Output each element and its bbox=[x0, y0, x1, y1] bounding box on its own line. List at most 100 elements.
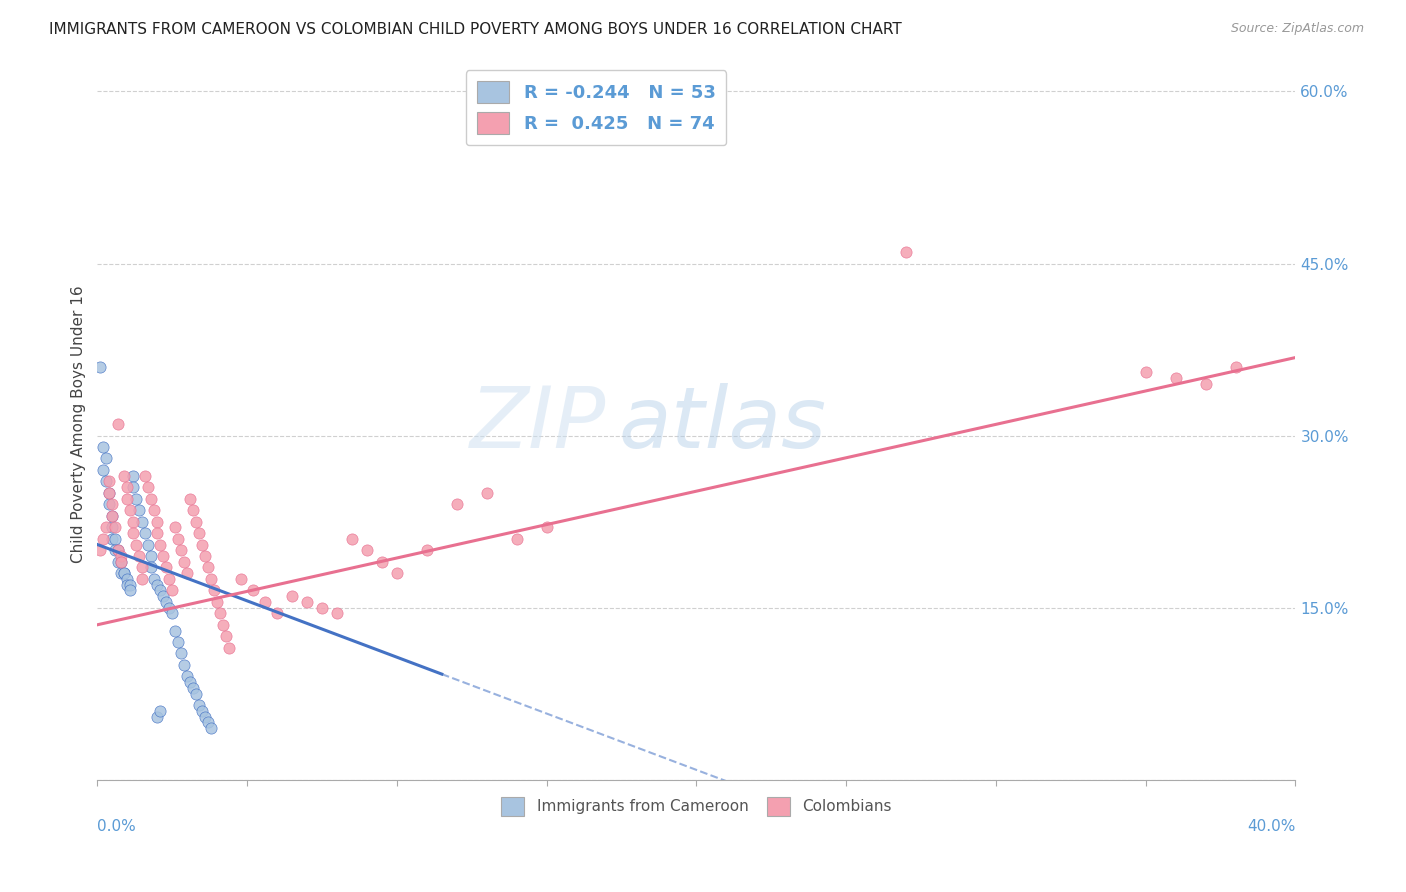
Point bbox=[266, 607, 288, 621]
Point bbox=[229, 572, 252, 586]
Point bbox=[96, 451, 118, 466]
Point bbox=[125, 537, 148, 551]
Point bbox=[446, 497, 468, 511]
Point bbox=[104, 543, 127, 558]
Text: ZIP: ZIP bbox=[470, 383, 606, 466]
Point bbox=[96, 475, 118, 489]
Point bbox=[1135, 366, 1157, 380]
Point bbox=[155, 595, 177, 609]
Point bbox=[894, 245, 917, 260]
Point bbox=[202, 583, 225, 598]
Point bbox=[311, 600, 333, 615]
Point bbox=[117, 577, 139, 591]
Text: Source: ZipAtlas.com: Source: ZipAtlas.com bbox=[1230, 22, 1364, 36]
Point bbox=[188, 698, 211, 712]
Point bbox=[107, 543, 129, 558]
Point bbox=[89, 359, 111, 374]
Point bbox=[176, 566, 198, 581]
Point bbox=[122, 526, 145, 541]
Point bbox=[117, 572, 139, 586]
Point bbox=[136, 480, 159, 494]
Point bbox=[131, 572, 153, 586]
Point bbox=[136, 537, 159, 551]
Point bbox=[141, 560, 163, 574]
Point bbox=[101, 508, 124, 523]
Point bbox=[141, 491, 163, 506]
Point bbox=[131, 515, 153, 529]
Point bbox=[98, 475, 121, 489]
Point bbox=[120, 577, 142, 591]
Point bbox=[385, 566, 408, 581]
Point bbox=[179, 675, 201, 690]
Point bbox=[112, 566, 135, 581]
Legend: Immigrants from Cameroon, Colombians: Immigrants from Cameroon, Colombians bbox=[495, 791, 897, 822]
Point bbox=[295, 595, 318, 609]
Point bbox=[197, 560, 219, 574]
Point bbox=[165, 624, 187, 638]
Point bbox=[218, 640, 240, 655]
Point bbox=[200, 572, 222, 586]
Point bbox=[122, 515, 145, 529]
Point bbox=[155, 560, 177, 574]
Point bbox=[101, 508, 124, 523]
Point bbox=[152, 549, 174, 563]
Point bbox=[209, 607, 232, 621]
Point bbox=[104, 532, 127, 546]
Point bbox=[110, 555, 132, 569]
Point bbox=[125, 491, 148, 506]
Point bbox=[173, 657, 195, 672]
Point bbox=[93, 440, 115, 454]
Point bbox=[173, 555, 195, 569]
Point bbox=[96, 520, 118, 534]
Point bbox=[101, 532, 124, 546]
Point bbox=[371, 555, 394, 569]
Point bbox=[101, 497, 124, 511]
Point bbox=[340, 532, 363, 546]
Point bbox=[1194, 376, 1216, 391]
Point bbox=[98, 486, 121, 500]
Point bbox=[191, 704, 214, 718]
Point bbox=[134, 526, 156, 541]
Point bbox=[176, 669, 198, 683]
Point bbox=[146, 515, 169, 529]
Point bbox=[536, 520, 558, 534]
Text: IMMIGRANTS FROM CAMEROON VS COLOMBIAN CHILD POVERTY AMONG BOYS UNDER 16 CORRELAT: IMMIGRANTS FROM CAMEROON VS COLOMBIAN CH… bbox=[49, 22, 903, 37]
Point bbox=[131, 560, 153, 574]
Point bbox=[254, 595, 277, 609]
Point bbox=[107, 555, 129, 569]
Point bbox=[104, 520, 127, 534]
Point bbox=[200, 721, 222, 735]
Text: atlas: atlas bbox=[619, 383, 827, 466]
Point bbox=[98, 497, 121, 511]
Point bbox=[194, 709, 217, 723]
Text: 0.0%: 0.0% bbox=[97, 819, 136, 834]
Point bbox=[186, 687, 208, 701]
Point bbox=[141, 549, 163, 563]
Point bbox=[112, 468, 135, 483]
Point bbox=[149, 537, 172, 551]
Point bbox=[186, 515, 208, 529]
Point bbox=[128, 549, 150, 563]
Point bbox=[160, 607, 183, 621]
Point bbox=[242, 583, 264, 598]
Text: 40.0%: 40.0% bbox=[1247, 819, 1295, 834]
Point bbox=[1164, 371, 1187, 385]
Point bbox=[191, 537, 214, 551]
Point bbox=[181, 503, 204, 517]
Point bbox=[1225, 359, 1247, 374]
Point bbox=[167, 532, 190, 546]
Point bbox=[356, 543, 378, 558]
Point bbox=[146, 709, 169, 723]
Point bbox=[505, 532, 527, 546]
Point bbox=[117, 491, 139, 506]
Point bbox=[107, 543, 129, 558]
Point bbox=[212, 617, 235, 632]
Point bbox=[146, 526, 169, 541]
Point bbox=[146, 577, 169, 591]
Point bbox=[152, 589, 174, 603]
Point bbox=[149, 704, 172, 718]
Point bbox=[98, 486, 121, 500]
Point bbox=[475, 486, 498, 500]
Point bbox=[167, 635, 190, 649]
Point bbox=[122, 480, 145, 494]
